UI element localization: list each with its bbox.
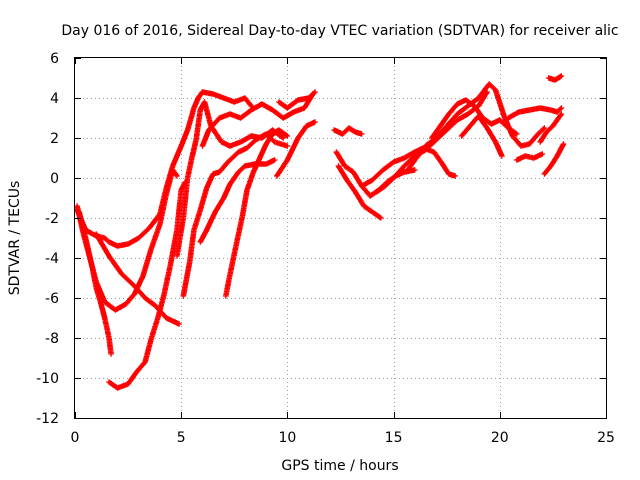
series-track-19 [429, 97, 520, 141]
series-track-21 [514, 151, 546, 163]
series-markers [358, 145, 458, 189]
series-track-14 [335, 163, 384, 221]
y-tick-label: -10 [36, 371, 59, 387]
series-track-13 [331, 125, 365, 137]
x-tick-label: 20 [491, 430, 509, 446]
x-tick-label: 0 [71, 430, 80, 446]
series-track-12 [276, 89, 318, 111]
series-track-18 [358, 145, 458, 189]
series-track-9 [223, 127, 291, 299]
series-track-23 [541, 141, 567, 177]
series-markers [331, 125, 365, 137]
series-track-22 [505, 105, 565, 121]
x-tick-label: 10 [278, 430, 296, 446]
series-markers [403, 81, 548, 175]
x-tick-label: 15 [385, 430, 403, 446]
y-tick-label: 4 [50, 91, 59, 107]
series-markers [223, 127, 291, 299]
series-markers [93, 231, 182, 327]
series-track-8 [197, 157, 278, 245]
series-track-24 [537, 111, 565, 145]
series-track-25 [545, 73, 565, 83]
x-tick-label: 25 [597, 430, 615, 446]
series-markers [180, 131, 291, 299]
x-axis-label: GPS time / hours [281, 458, 398, 474]
y-tick-label: 0 [50, 171, 59, 187]
series-markers [197, 157, 278, 245]
series-markers [537, 111, 565, 145]
series-markers [541, 141, 567, 177]
series-track-7 [180, 131, 291, 299]
series-track-10 [199, 91, 316, 149]
series-markers [199, 91, 316, 149]
axis-ticks: 0 5 10 15 20 25 -12 -10 -8 -6 -4 -2 0 2 4 6 [36, 51, 615, 446]
y-tick-label: -12 [36, 411, 59, 427]
series-markers [106, 179, 189, 391]
y-tick-label: 2 [50, 131, 59, 147]
series-track-11 [274, 119, 318, 179]
y-tick-label: -6 [45, 291, 59, 307]
series-markers [458, 113, 505, 159]
y-tick-label: 6 [50, 51, 59, 67]
chart-title: Day 016 of 2016, Sidereal Day-to-day VTE… [61, 23, 618, 39]
series-track-4 [93, 231, 182, 327]
series-markers [545, 73, 565, 83]
series-markers [276, 89, 318, 111]
series-track-5 [106, 179, 189, 391]
series-markers [505, 105, 565, 121]
series-markers [76, 209, 114, 357]
y-tick-label: -4 [45, 251, 59, 267]
y-axis-label: SDTVAR / TECUs [7, 181, 23, 296]
y-tick-label: -8 [45, 331, 59, 347]
series-markers [335, 163, 384, 221]
series-track-3 [76, 209, 114, 357]
series-markers [429, 97, 520, 141]
y-tick-label: -2 [45, 211, 59, 227]
series-markers [514, 151, 546, 163]
data-series-layer [74, 73, 567, 391]
series-track-20 [458, 113, 505, 159]
series-track-17 [403, 81, 548, 175]
series-markers [274, 119, 318, 179]
plot-frame [74, 57, 607, 419]
x-tick-label: 5 [177, 430, 186, 446]
